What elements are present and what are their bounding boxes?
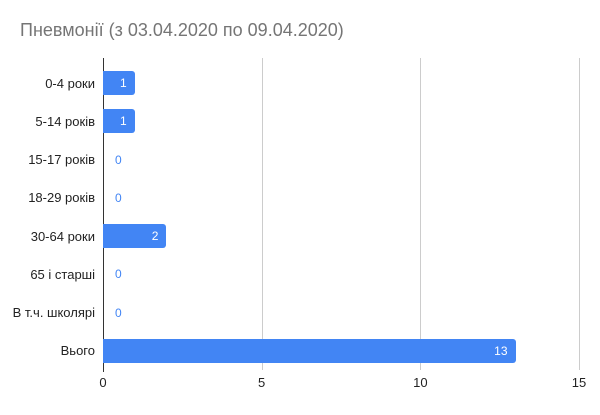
category-label: В т.ч. школярі [12, 305, 95, 321]
category-label: 5-14 років [35, 113, 95, 129]
bar-track: 0 [103, 255, 579, 293]
bar-row: В т.ч. школярі 0 [0, 294, 579, 332]
bar: 1 [103, 109, 135, 134]
y-axis-line [103, 58, 104, 372]
bar-row: 65 і старші 0 [0, 255, 579, 293]
category-label: 0-4 роки [45, 75, 95, 91]
bar-value-label: 0 [115, 267, 122, 282]
bar-value-label: 2 [151, 229, 159, 244]
bar-value-label: 0 [115, 305, 122, 320]
bar-value-label: 0 [115, 152, 122, 167]
category-label: 65 і старші [30, 266, 95, 282]
x-axis-tick-label: 15 [571, 375, 587, 390]
x-axis-tick-label: 0 [99, 375, 107, 390]
bar-track: 0 [103, 179, 579, 217]
bar-track: 0 [103, 141, 579, 179]
gridline [579, 58, 580, 370]
bar: 1 [103, 71, 135, 96]
bar-row: 0-4 роки 1 [0, 64, 579, 102]
bar-track: 1 [103, 102, 579, 140]
category-label: 30-64 роки [30, 228, 95, 244]
category-label: 18-29 років [28, 190, 95, 206]
bar-row: 15-17 років 0 [0, 141, 579, 179]
gridline [420, 58, 422, 370]
bar: 2 [103, 224, 167, 249]
bar-value-label: 1 [120, 76, 127, 91]
x-axis-tick-label: 5 [258, 375, 266, 390]
bar-rows: 0-4 роки 1 5-14 років 1 15-17 років 0 18-29 ро… [0, 64, 579, 370]
x-axis-tick-labels: 0 5 10 15 [99, 375, 586, 391]
category-label: 15-17 років [28, 152, 95, 168]
bar: 13 [103, 338, 516, 363]
bar-value-label: 0 [115, 190, 122, 205]
bar-track: 0 [103, 294, 579, 332]
x-axis-tick-label: 10 [413, 375, 428, 390]
category-label: Вього [60, 343, 95, 359]
bar-value-label: 1 [120, 114, 127, 129]
chart-title: Пневмонії (з 03.04.2020 по 09.04.2020) [20, 20, 344, 40]
bar-track: 2 [103, 217, 579, 255]
bar-row: 30-64 роки 2 [0, 217, 579, 255]
bar-value-label: 13 [494, 343, 508, 358]
bar-row: Вього 13 [0, 332, 579, 370]
bar-row: 5-14 років 1 [0, 102, 579, 140]
gridline [261, 58, 263, 370]
bar-track: 13 [103, 332, 579, 370]
bar-row: 18-29 років 0 [0, 179, 579, 217]
bar-track: 1 [103, 64, 579, 102]
plot-area [103, 58, 580, 370]
